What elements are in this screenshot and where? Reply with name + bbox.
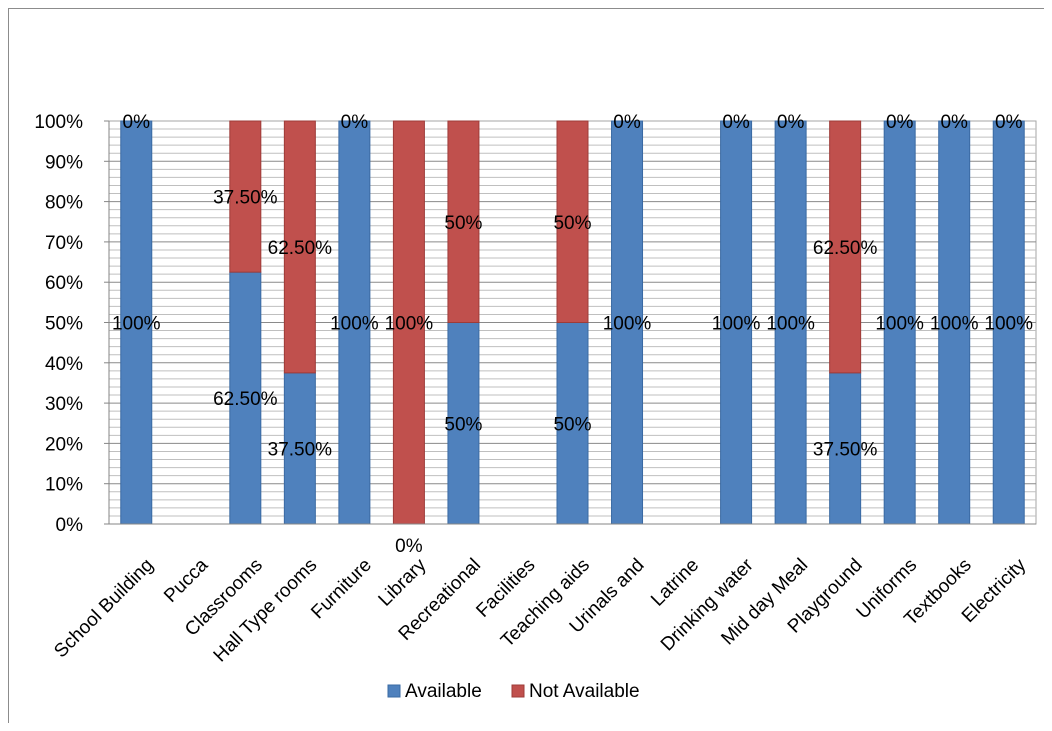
- y-tick-label: 20%: [45, 434, 83, 455]
- bar-available: [611, 120, 644, 525]
- data-label-available: 100%: [875, 314, 924, 335]
- data-labels: 100% 0% 62.50% 37.50% 37.50% 62.50% 100% 0% 0% 10…: [112, 112, 1033, 557]
- bar-not-available: [556, 120, 589, 323]
- bar-not-available: [392, 120, 425, 525]
- data-label-available: 100%: [766, 314, 815, 335]
- data-label-available: 100%: [603, 314, 652, 335]
- y-tick-labels: 0% 10% 20% 30% 40% 50% 60% 70% 80% 90% 100%: [34, 112, 83, 536]
- y-tick-label: 70%: [45, 233, 83, 254]
- x-tick-label: Drinking water: [657, 554, 758, 655]
- bar-available: [447, 322, 480, 525]
- bar-not-available: [829, 120, 862, 374]
- bar-available: [283, 372, 316, 525]
- data-label-not-available: 0%: [886, 112, 914, 133]
- y-tick-label: 80%: [45, 193, 83, 214]
- data-label-available: 0%: [395, 536, 423, 557]
- bar-available: [938, 120, 971, 525]
- data-label-available: 50%: [553, 414, 591, 435]
- data-label-not-available: 0%: [613, 112, 641, 133]
- bar-available: [229, 271, 262, 525]
- x-tick-label: Hall Type rooms: [210, 555, 322, 667]
- legend-label: Available: [405, 681, 482, 702]
- axes: [104, 120, 1036, 525]
- bar-available: [992, 120, 1025, 525]
- data-label-not-available: 62.50%: [813, 238, 878, 259]
- bar-available: [120, 120, 153, 525]
- data-label-available: 100%: [930, 314, 979, 335]
- x-tick-label: School Building: [50, 555, 157, 662]
- data-label-available: 37.50%: [813, 439, 878, 460]
- data-label-not-available: 0%: [341, 112, 369, 133]
- data-label-available: 100%: [330, 314, 379, 335]
- bar-not-available: [229, 120, 262, 273]
- data-label-not-available: 37.50%: [213, 188, 278, 209]
- bar-available: [829, 372, 862, 525]
- data-label-not-available: 50%: [553, 213, 591, 234]
- bar-available: [883, 120, 916, 525]
- legend-swatch: [387, 684, 401, 698]
- bar-available: [338, 120, 371, 525]
- data-label-not-available: 0%: [722, 112, 750, 133]
- y-tick-label: 40%: [45, 354, 83, 375]
- data-label-not-available: 50%: [444, 213, 482, 234]
- legend: Available Not Available: [387, 681, 640, 702]
- y-tick-label: 0%: [56, 515, 84, 536]
- data-label-not-available: 100%: [385, 314, 434, 335]
- bar-available: [556, 322, 589, 525]
- bar-not-available: [447, 120, 480, 323]
- data-label-available: 100%: [112, 314, 161, 335]
- x-tick-label: Pucca: [160, 554, 212, 606]
- bar-not-available: [283, 120, 316, 374]
- data-label-not-available: 0%: [995, 112, 1023, 133]
- data-label-not-available: 0%: [777, 112, 805, 133]
- y-tick-label: 50%: [45, 314, 83, 335]
- legend-label: Not Available: [529, 681, 640, 702]
- y-tick-label: 60%: [45, 273, 83, 294]
- data-label-available: 100%: [984, 314, 1033, 335]
- data-label-not-available: 0%: [940, 112, 968, 133]
- bars: [120, 120, 1025, 525]
- data-label-available: 100%: [712, 314, 761, 335]
- y-tick-label: 100%: [34, 112, 83, 133]
- x-tick-label: Furniture: [307, 555, 376, 624]
- y-tick-label: 30%: [45, 394, 83, 415]
- legend-swatch: [511, 684, 525, 698]
- data-label-available: 62.50%: [213, 389, 278, 410]
- bar-available: [720, 120, 753, 525]
- y-tick-label: 90%: [45, 152, 83, 173]
- data-label-not-available: 62.50%: [268, 238, 333, 259]
- data-label-available: 50%: [444, 414, 482, 435]
- y-tick-label: 10%: [45, 475, 83, 496]
- data-label-available: 37.50%: [268, 439, 333, 460]
- data-label-not-available: 0%: [123, 112, 151, 133]
- bar-available: [774, 120, 807, 525]
